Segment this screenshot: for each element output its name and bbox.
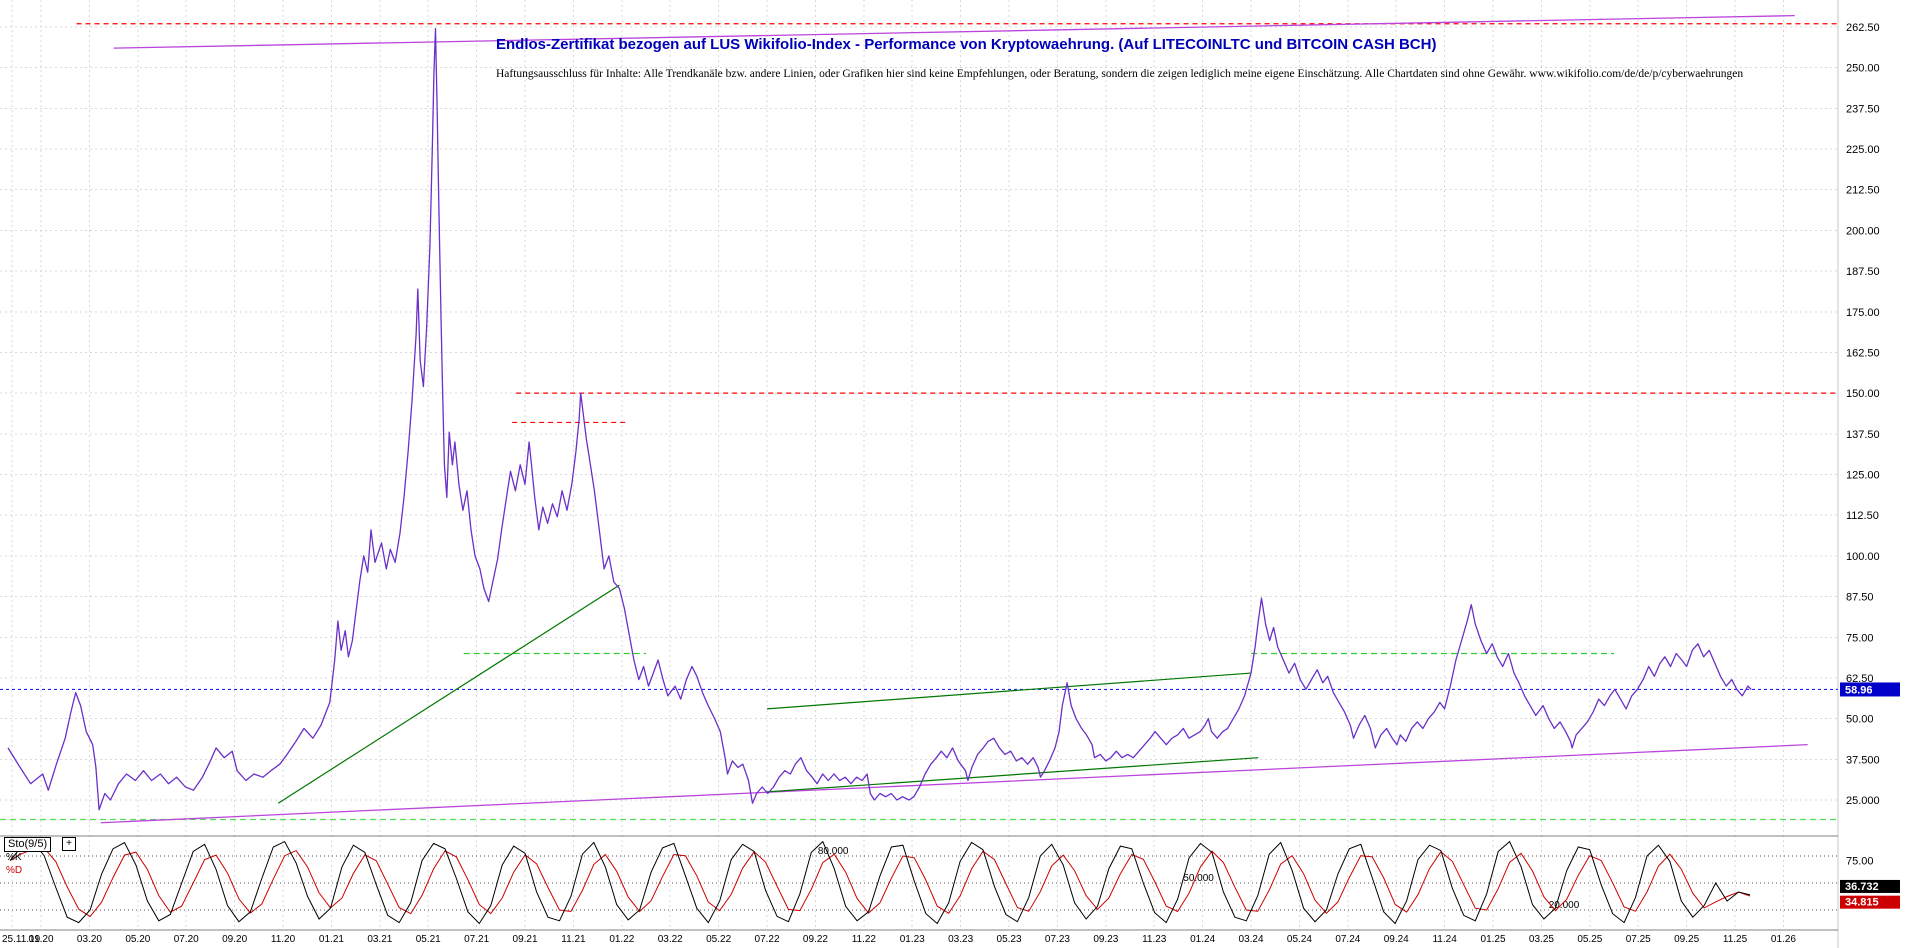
date-axis-label: 09.25	[1674, 934, 1699, 945]
upper-channel-line	[113, 14, 1795, 49]
price-axis-label: 187.50	[1846, 266, 1880, 278]
date-axis-label: 05.24	[1287, 934, 1312, 945]
price-axis-label: 75.00	[1846, 632, 1874, 644]
price-axis-label: 100.00	[1846, 551, 1880, 563]
date-axis-label: 07.25	[1626, 934, 1651, 945]
date-axis-label: 01.21	[319, 934, 344, 945]
price-series-line	[7, 27, 1752, 811]
date-axis-label: 07.22	[755, 934, 780, 945]
lower-channel-line	[100, 744, 1808, 824]
resistance-2022-2024	[766, 672, 1252, 710]
price-axis-label: 125.00	[1846, 470, 1880, 482]
current-price-badge	[1840, 682, 1900, 697]
stochastic-k-badge	[1840, 879, 1900, 893]
date-axis-label: 07.21	[464, 934, 489, 945]
date-axis-label: 09.22	[803, 934, 828, 945]
date-axis-label: 01.23	[900, 934, 925, 945]
stochastic-d-label: %D	[6, 865, 23, 876]
date-axis-label: 11.24	[1432, 934, 1457, 945]
date-axis-label: 05.21	[416, 934, 441, 945]
price-axis-label: 225.00	[1846, 144, 1880, 156]
stochastic-k-value: 36.732	[1845, 881, 1879, 893]
date-axis-label: 07.23	[1045, 934, 1070, 945]
price-axis-label: 150.00	[1846, 388, 1880, 400]
indicator-expand-button[interactable]: +	[62, 837, 76, 851]
date-axis-label: 03.25	[1529, 934, 1554, 945]
current-price-value: 58.96	[1845, 684, 1873, 696]
indicator-level-label: 20.000	[1549, 900, 1580, 911]
chart-disclaimer: Haftungsausschluss für Inhalte: Alle Tre…	[496, 68, 1744, 80]
date-axis-label: 01.26	[1771, 934, 1796, 945]
support-2022-2024	[766, 757, 1259, 793]
date-axis-label: 01.24	[1190, 934, 1215, 945]
date-axis-label: 03.20	[77, 934, 102, 945]
indicator-axis-label: 75.00	[1846, 856, 1874, 868]
date-axis-label: 03.24	[1239, 934, 1264, 945]
date-axis-label: 11.21	[561, 934, 586, 945]
date-axis-label: 11.23	[1142, 934, 1167, 945]
price-axis-label: 62.50	[1846, 673, 1874, 685]
indicator-level-label: 80.000	[818, 846, 849, 857]
price-axis-label: 137.50	[1846, 429, 1880, 441]
date-axis-label: 07.24	[1335, 934, 1360, 945]
date-axis-label: 25.11.19	[2, 934, 41, 945]
stochastic-d-badge	[1840, 895, 1900, 909]
price-axis-label: 175.00	[1846, 307, 1880, 319]
date-axis-label: 07.20	[174, 934, 199, 945]
date-axis-label: 05.25	[1577, 934, 1602, 945]
date-axis-label: 03.22	[658, 934, 683, 945]
date-axis-label: 09.24	[1384, 934, 1409, 945]
price-axis-label: 50.00	[1846, 714, 1874, 726]
chart-title: Endlos-Zertifikat bezogen auf LUS Wikifo…	[496, 36, 1437, 53]
price-axis-label: 200.00	[1846, 225, 1880, 237]
price-axis-label: 250.00	[1846, 63, 1880, 75]
price-axis-label: 162.50	[1846, 347, 1880, 359]
date-axis-label: 11.25	[1723, 934, 1748, 945]
date-axis-label: 05.23	[997, 934, 1022, 945]
stochastic-k-line	[9, 840, 1751, 925]
price-axis-label: 212.50	[1846, 185, 1880, 197]
price-axis-label: 37.500	[1846, 754, 1880, 766]
date-axis-label: 03.23	[948, 934, 973, 945]
stochastic-d-value: 34.815	[1845, 897, 1879, 909]
stochastic-k-label: %K	[6, 852, 22, 863]
date-axis-label: 05.22	[706, 934, 731, 945]
indicator-level-label: 50.000	[1183, 873, 1214, 884]
date-axis-label: 01.22	[609, 934, 634, 945]
date-axis-label: 09.23	[1093, 934, 1118, 945]
uptrend-2020-2021	[277, 584, 620, 804]
date-axis-label: 01.20	[29, 934, 54, 945]
date-axis-label: 11.20	[271, 934, 296, 945]
date-axis-label: 03.21	[367, 934, 392, 945]
price-axis-label: 112.50	[1846, 510, 1879, 522]
indicator-settings-button[interactable]: Sto(9/5)	[4, 837, 52, 852]
price-axis-label: 262.50	[1846, 22, 1880, 34]
date-axis-label: 09.21	[513, 934, 538, 945]
price-axis-label: 25.000	[1846, 795, 1880, 807]
stochastic-d-line	[9, 847, 1751, 918]
date-axis-label: 09.20	[222, 934, 247, 945]
price-axis-label: 87.50	[1846, 592, 1874, 604]
date-axis-label: 11.22	[852, 934, 877, 945]
date-axis-label: 01.25	[1481, 934, 1506, 945]
date-axis-label: 05.20	[125, 934, 150, 945]
price-axis-label: 237.50	[1846, 103, 1880, 115]
